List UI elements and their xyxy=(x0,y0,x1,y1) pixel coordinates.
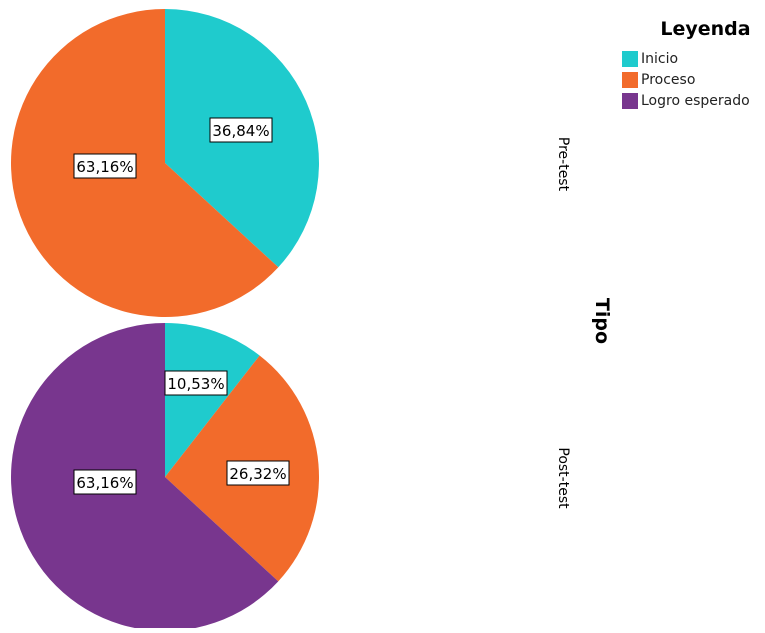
legend-swatch-logro-esperado xyxy=(622,92,638,109)
svg-text:26,32%: 26,32% xyxy=(229,465,286,483)
legend-item-proceso: Proceso xyxy=(622,69,765,90)
legend-swatch-proceso xyxy=(622,71,638,88)
pie-slice-post-test-inicio xyxy=(165,323,260,477)
data-label-post-test-logro-esperado: 63,16% xyxy=(73,469,137,495)
pie-slice-post-test-logro-esperado xyxy=(11,323,279,631)
legend-title: Leyenda xyxy=(660,18,751,40)
svg-text:36,84%: 36,84% xyxy=(212,122,269,140)
data-label-pre-test-proceso: 63,16% xyxy=(73,153,137,179)
panel-label-post-test: Post-test xyxy=(555,447,571,509)
data-label-post-test-proceso: 26,32% xyxy=(226,460,290,486)
legend-swatch-inicio xyxy=(622,50,638,67)
panel-axis-label: Tipo xyxy=(591,297,613,345)
data-label-post-test-inicio: 10,53% xyxy=(164,370,228,396)
legend-item-inicio: Inicio xyxy=(622,48,765,69)
legend: Leyenda Inicio Proceso Logro esperado xyxy=(622,18,765,111)
legend-label-logro-esperado: Logro esperado xyxy=(641,92,750,109)
svg-text:10,53%: 10,53% xyxy=(167,375,224,393)
legend-label-proceso: Proceso xyxy=(641,71,696,88)
panel-label-pre-test: Pre-test xyxy=(555,136,571,192)
data-label-pre-test-inicio: 36,84% xyxy=(209,117,273,143)
svg-text:63,16%: 63,16% xyxy=(76,474,133,492)
legend-item-logro-esperado: Logro esperado xyxy=(622,90,765,111)
legend-label-inicio: Inicio xyxy=(641,50,679,67)
svg-text:63,16%: 63,16% xyxy=(76,158,133,176)
pie-slice-pre-test-proceso xyxy=(11,9,279,317)
